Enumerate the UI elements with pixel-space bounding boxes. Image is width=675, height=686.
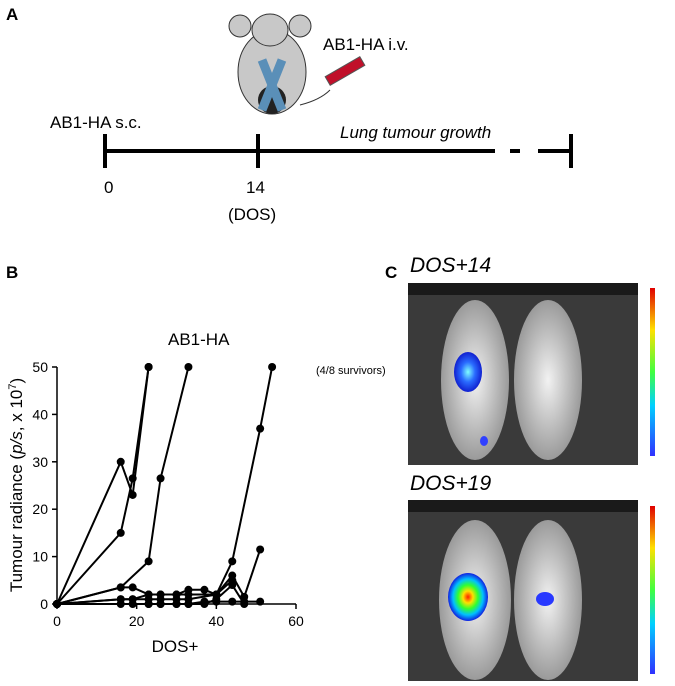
series-line — [56, 579, 233, 605]
time-label: (DOS) — [228, 205, 276, 224]
imaging-bottom — [408, 500, 655, 681]
data-point — [116, 595, 125, 604]
x-tick-label: 40 — [209, 613, 225, 629]
data-point — [268, 363, 277, 371]
data-point — [128, 490, 137, 499]
image-label: DOS+14 — [410, 254, 491, 277]
data-point — [228, 576, 237, 585]
data-point — [184, 363, 193, 371]
data-point — [53, 600, 61, 608]
y-tick-label: 10 — [32, 549, 48, 565]
x-tick-label: 0 — [53, 613, 61, 629]
data-point — [184, 600, 193, 608]
data-point — [144, 600, 153, 608]
image-label: DOS+19 — [410, 472, 491, 495]
series-line — [57, 600, 261, 605]
data-point — [200, 585, 209, 594]
data-point — [256, 597, 265, 606]
data-point — [172, 600, 181, 608]
x-axis-label: DOS+ — [152, 637, 199, 656]
chart-title: AB1-HA — [168, 330, 230, 349]
time-label: 14 — [246, 178, 265, 197]
iv-label: AB1-HA i.v. — [323, 35, 409, 54]
data-point — [156, 600, 165, 608]
y-tick-label: 30 — [32, 454, 48, 470]
data-point — [128, 595, 137, 604]
panel-letter: C — [385, 263, 397, 282]
data-point — [184, 585, 193, 594]
data-point — [116, 583, 125, 592]
x-tick-label: 20 — [129, 613, 145, 629]
data-point — [128, 474, 137, 483]
data-point — [212, 597, 221, 606]
data-point — [116, 528, 125, 537]
time-label: 0 — [104, 178, 113, 197]
timeline — [103, 134, 573, 168]
data-point — [240, 597, 249, 606]
data-point — [256, 545, 265, 554]
data-point — [156, 474, 165, 483]
sc-label: AB1-HA s.c. — [50, 113, 142, 132]
data-point — [116, 457, 125, 466]
data-point — [128, 583, 137, 592]
data-point — [256, 424, 265, 433]
data-point — [172, 590, 181, 599]
series-line — [56, 366, 150, 605]
plot: 0 20 40 60 0 10 20 30 40 50 — [32, 359, 304, 629]
data-point — [228, 597, 237, 606]
y-axis-label-part: Tumour radiance ( — [7, 454, 26, 593]
panel-letter: A — [6, 5, 18, 24]
y-axis-label-part: 7 — [7, 384, 19, 390]
data-point — [228, 557, 237, 566]
x-tick-label: 60 — [288, 613, 304, 629]
y-tick-label: 40 — [32, 406, 48, 422]
data-point — [144, 557, 153, 566]
y-axis-label: Tumour radiance (p/s, x 107) — [7, 378, 26, 592]
data-point — [144, 363, 153, 371]
panel-letter: B — [6, 263, 18, 282]
y-tick-label: 20 — [32, 501, 48, 517]
y-tick-label: 50 — [32, 359, 48, 375]
imaging-top — [408, 283, 655, 465]
y-axis-label-part: , x 10 — [7, 390, 26, 432]
data-point — [200, 597, 209, 606]
mouse-illustration — [228, 13, 366, 115]
series-line — [56, 366, 150, 605]
growth-label: Lung tumour growth — [340, 123, 491, 142]
series-line — [56, 366, 190, 605]
y-axis-label-part: ) — [7, 378, 26, 384]
data-point — [212, 590, 221, 599]
y-tick-label: 0 — [40, 596, 48, 612]
y-axis-label-part: p/s — [7, 431, 26, 455]
annotation: (4/8 survivors) — [316, 365, 386, 377]
data-point — [156, 590, 165, 599]
data-point — [144, 590, 153, 599]
